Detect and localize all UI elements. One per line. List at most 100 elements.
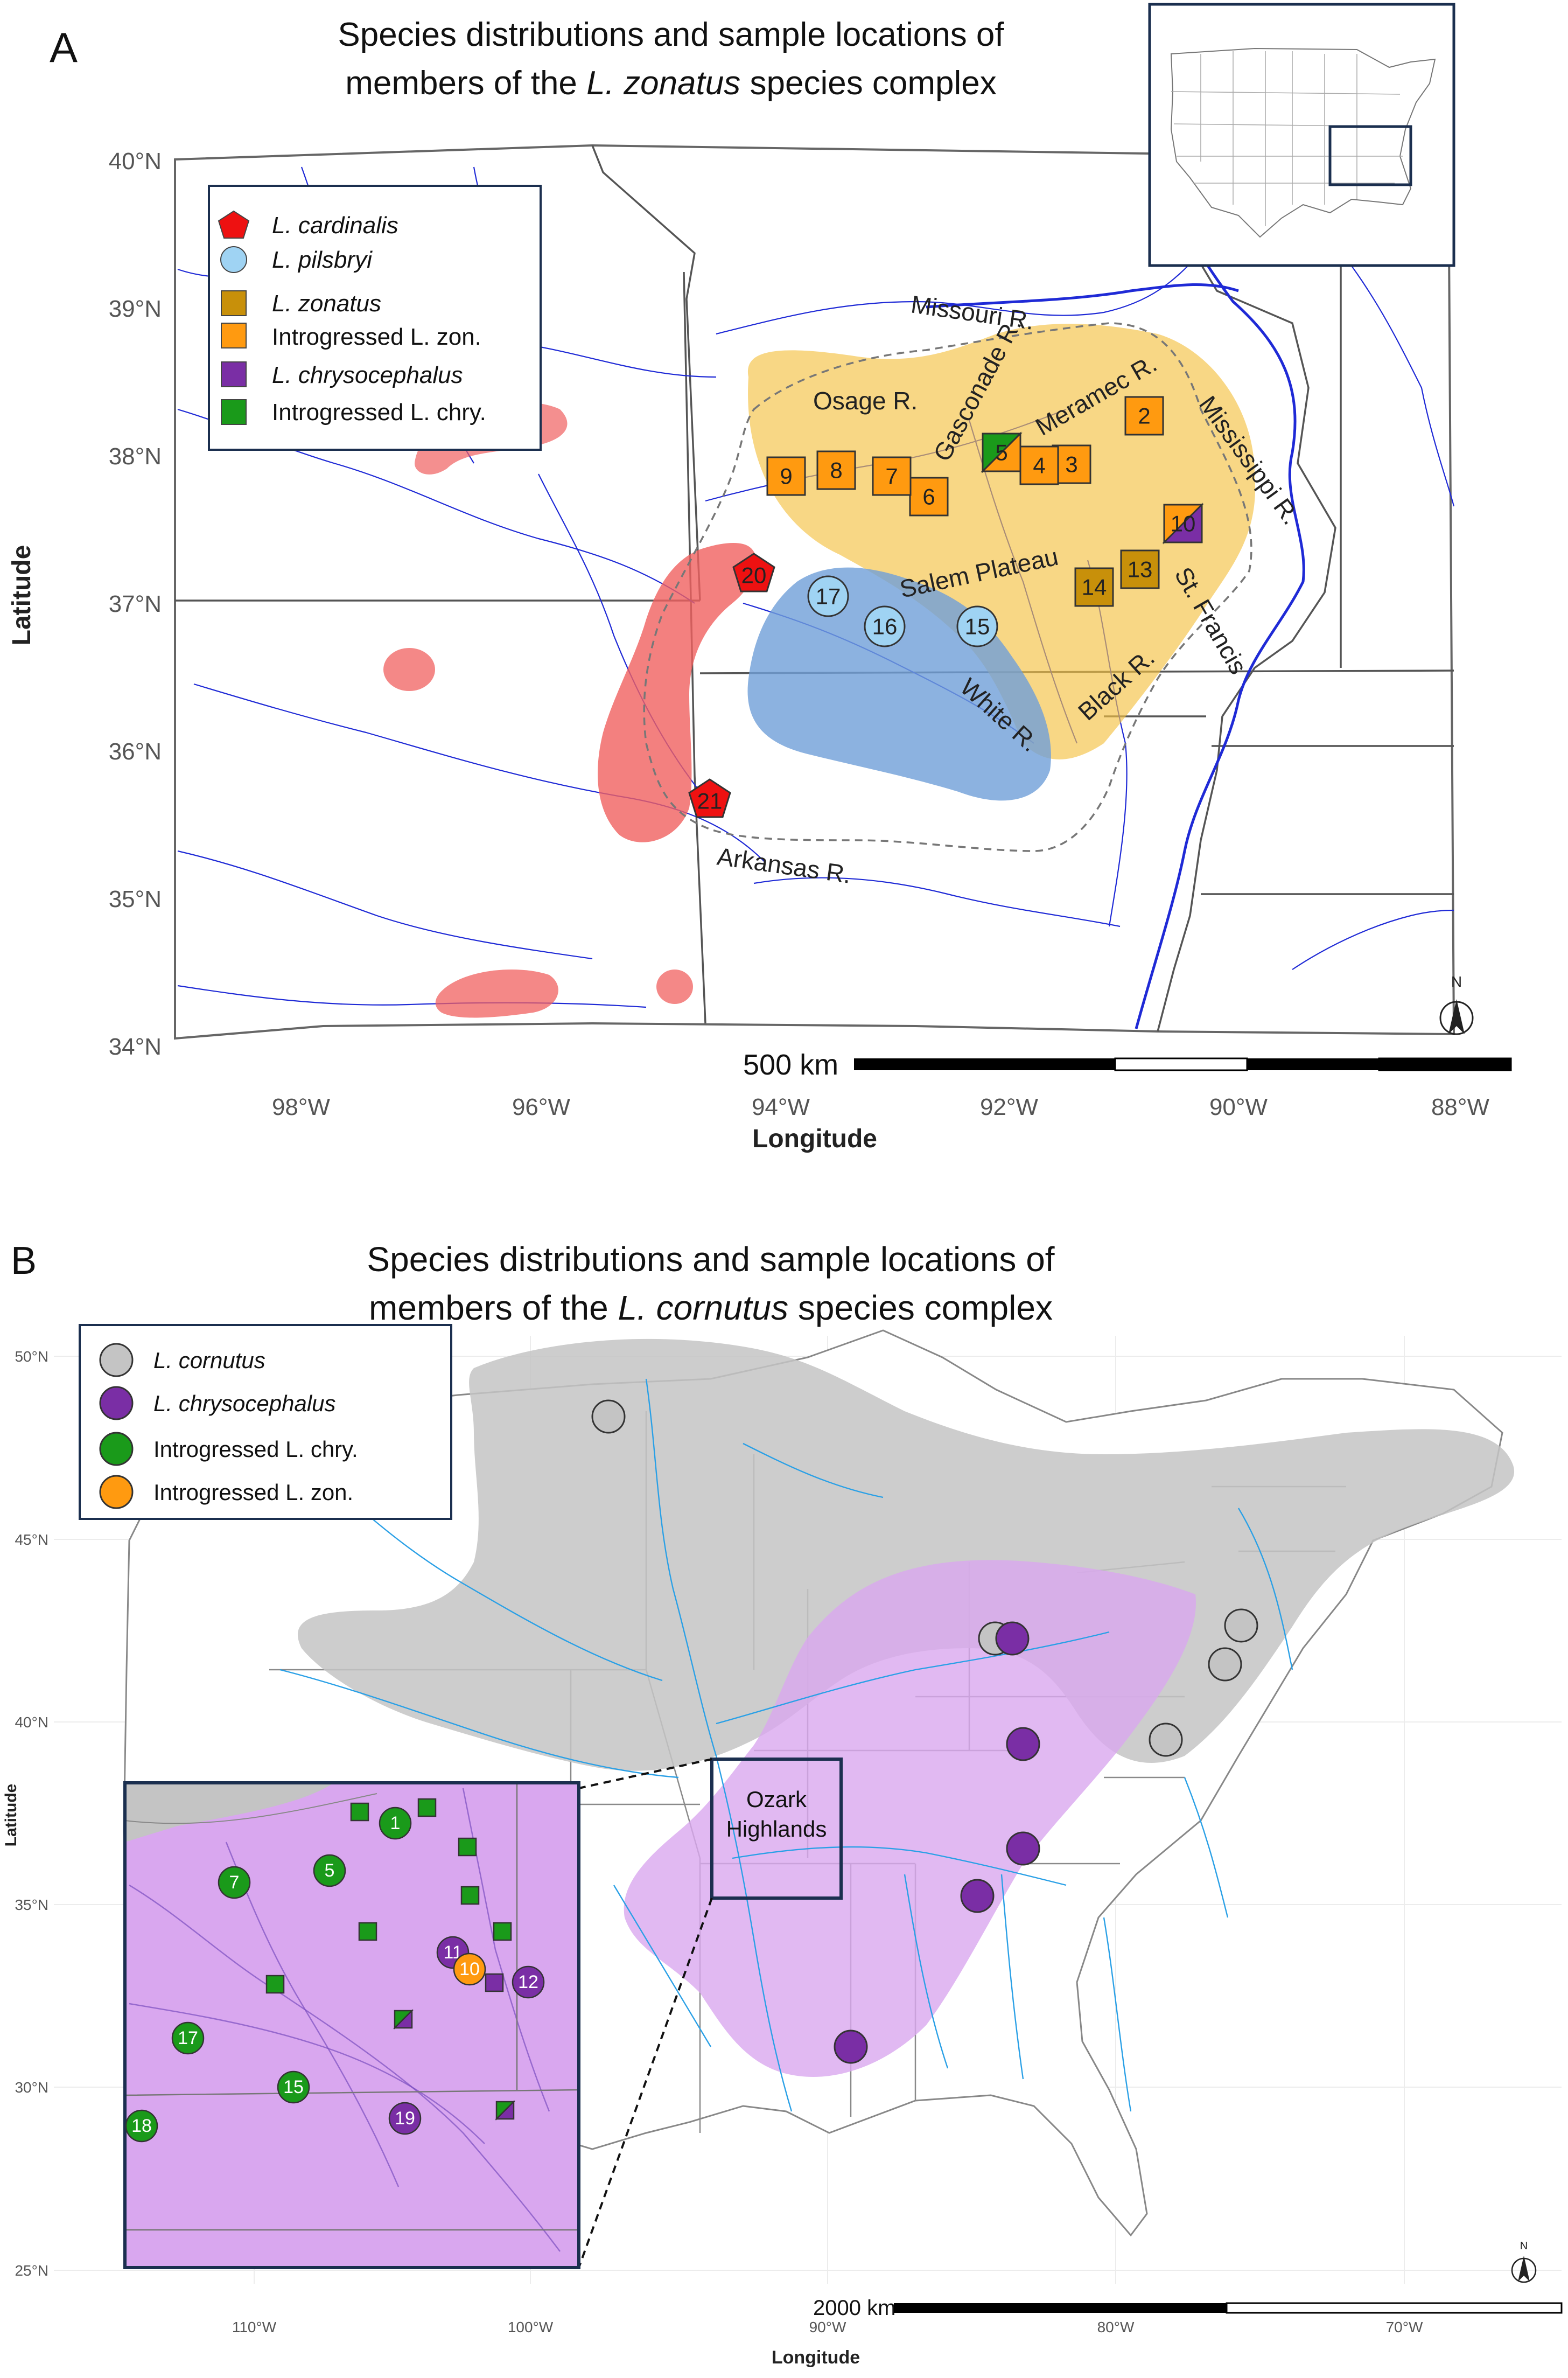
panel-b-title-line2: members of the L. cornutus species compl… [369,1288,1053,1327]
scale-bar-a: 500 km [743,1049,1512,1081]
svg-text:88°W: 88°W [1431,1094,1490,1120]
inset-site-marker: 17 [171,2021,205,2055]
inset-site-marker: 18 [125,2109,158,2143]
legend-item-introgressed-chry: Introgressed L. chry. [221,399,486,426]
svg-text:8: 8 [830,458,842,483]
svg-text:10: 10 [459,1959,480,1979]
svg-text:110°W: 110°W [232,2319,277,2335]
inset-sites: 1 5 7 11 10 12 15 17 18 19 [125,1798,545,2143]
panel-b: B Species distributions and sample locat… [2,1239,1563,2368]
svg-text:1: 1 [390,1813,401,1833]
svg-text:37°N: 37°N [109,591,162,617]
site-marker: 20 [732,553,775,592]
svg-text:13: 13 [1128,557,1153,582]
legend-a: L. cardinalis L. pilsbryi L. zonatus Int… [208,185,542,451]
svg-text:34°N: 34°N [109,1034,162,1060]
svg-text:L. cornutus: L. cornutus [153,1348,265,1373]
svg-text:50°N: 50°N [15,1348,48,1365]
legend-item-cornutus: L. cornutus [99,1343,265,1377]
range-cardinalis-main [598,543,757,842]
inset-site-marker: 1 [379,1807,412,1840]
panel-a-xlabel: Longitude [752,1125,877,1153]
site-cornutus [591,1399,626,1434]
site-mixed [393,2009,414,2030]
legend-item-introgressed-zon: Introgressed L. zon. [99,1475,353,1509]
svg-text:92°W: 92°W [980,1094,1039,1120]
site-mixed [494,2100,516,2121]
svg-text:38°N: 38°N [109,443,162,470]
svg-text:Introgressed L. chry.: Introgressed L. chry. [272,399,486,426]
svg-text:25°N: 25°N [15,2262,48,2279]
axes-b: 50°N 45°N 40°N 35°N 30°N 25°N 110°W 100°… [2,1348,1423,2368]
range-chrysocephalus [624,1560,1196,2077]
site-chrysocephalus [485,1973,504,1992]
svg-text:10: 10 [1171,511,1196,536]
svg-text:Ozark: Ozark [746,1787,807,1812]
svg-text:15: 15 [965,614,990,639]
svg-text:35°N: 35°N [15,1896,48,1913]
site-cornutus [1149,1723,1183,1757]
site-introgressed-chry [493,1922,512,1941]
svg-text:45°N: 45°N [15,1531,48,1548]
site-marker: 2 [1124,396,1164,436]
site-marker: 15 [956,605,998,647]
site-marker: 14 [1074,567,1114,607]
site-marker: 21 [688,778,731,818]
inset-site-marker: 19 [388,2102,422,2135]
svg-text:100°W: 100°W [508,2319,554,2335]
panel-b-xlabel: Longitude [772,2347,860,2368]
range-cardinalis-w [383,648,435,691]
svg-text:17: 17 [816,584,841,609]
panel-b-ylabel: Latitude [2,1784,20,1847]
svg-text:L. chrysocephalus: L. chrysocephalus [153,1391,336,1416]
panel-a-letter: A [50,24,78,71]
site-chrysocephalus [995,1621,1030,1656]
site-marker: 9 [766,456,806,496]
site-chrysocephalus [834,2030,868,2064]
label-osage: Osage R. [813,387,918,415]
svg-text:17: 17 [178,2028,198,2048]
range-cardinalis-sw [435,970,558,1018]
axes-a: 40°N 39°N 38°N 37°N 36°N 35°N 34°N 98°W … [8,148,1489,1153]
sites-a: 2 3 4 5 6 7 8 9 10 13 14 15 16 17 20 21 [688,396,1204,818]
site-cornutus [1208,1647,1242,1682]
svg-text:N: N [1520,2240,1528,2252]
svg-text:40°N: 40°N [109,148,162,175]
site-marker: 8 [816,450,856,490]
scale-label-a: 500 km [743,1049,838,1081]
svg-text:94°W: 94°W [752,1094,810,1120]
range-cardinalis-s [656,970,693,1004]
sites-b [591,1399,1258,2064]
svg-text:80°W: 80°W [1097,2319,1135,2335]
rivers-b [258,1378,1293,2112]
svg-text:19: 19 [395,2108,415,2129]
legend-item-zonatus: L. zonatus [221,290,381,317]
ozark-inset: 1 5 7 11 10 12 15 17 18 19 [123,1781,580,2269]
svg-text:5: 5 [995,440,1007,465]
svg-text:20: 20 [741,563,767,588]
scale-label-b: 2000 km [813,2296,895,2320]
site-marker: 10 [1162,503,1204,545]
site-marker: 7 [872,456,912,496]
ozark-box: Ozark Highlands [578,1758,843,2268]
svg-text:2: 2 [1138,403,1150,429]
svg-text:L. cardinalis: L. cardinalis [272,212,398,239]
panel-b-title-line1: Species distributions and sample locatio… [367,1240,1054,1279]
svg-text:4: 4 [1033,453,1045,478]
site-marker: 5 [981,431,1023,473]
site-marker: 3 [1052,444,1091,484]
panel-b-letter: B [11,1239,37,1282]
site-introgressed-chry [417,1798,437,1817]
site-chrysocephalus [1006,1727,1040,1761]
svg-text:9: 9 [780,464,792,489]
site-introgressed-chry [350,1802,369,1822]
svg-text:12: 12 [518,1972,538,1992]
site-cornutus [1224,1608,1258,1643]
svg-text:36°N: 36°N [109,738,162,765]
legend-item-chrysocephalus: L. chrysocephalus [99,1386,336,1420]
panel-a-title-line1: Species distributions and sample locatio… [338,16,1004,53]
svg-text:35°N: 35°N [109,886,162,912]
svg-text:15: 15 [283,2077,304,2097]
svg-text:98°W: 98°W [272,1094,331,1120]
svg-text:L. pilsbryi: L. pilsbryi [272,247,373,273]
